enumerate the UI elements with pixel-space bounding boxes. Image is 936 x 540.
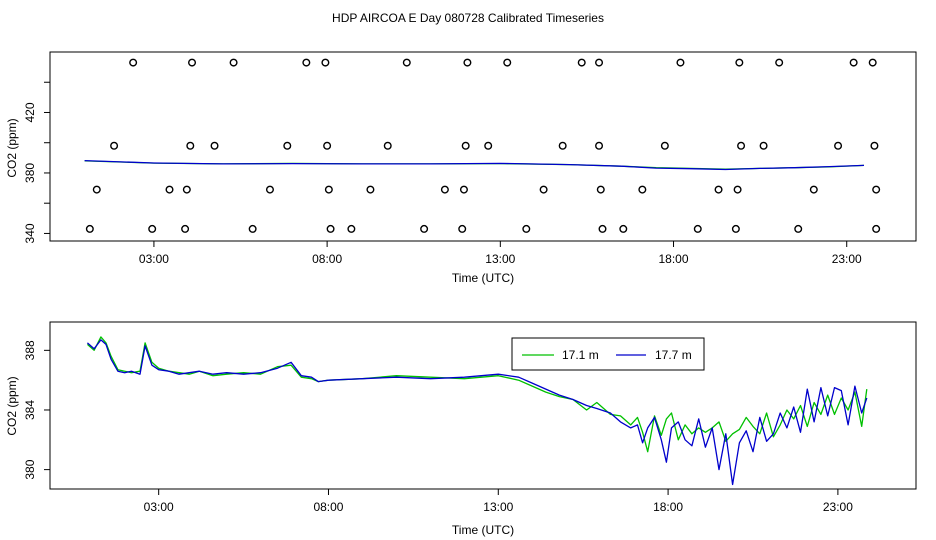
marker-point	[733, 185, 742, 194]
marker-point	[459, 185, 468, 194]
y-tick-label: 384	[23, 400, 37, 420]
marker-point	[347, 224, 356, 233]
series-line-17-1-m	[84, 160, 865, 170]
legend-box	[511, 337, 705, 371]
marker-point	[868, 58, 877, 67]
bottom-panel-axis-ticks: 03:00 08:00 13:00 18:00 23:00 380 384 388	[23, 340, 853, 514]
marker-point	[463, 58, 472, 67]
marker-point	[872, 185, 881, 194]
marker-point	[85, 224, 94, 233]
marker-point	[229, 58, 238, 67]
top-panel-axis-ticks: 03:00 08:00 13:00 18:00 23:00 340 380 420	[23, 81, 862, 266]
marker-point	[737, 141, 746, 150]
marker-point	[129, 58, 138, 67]
bottom-panel-ylabel: CO2 (ppm)	[5, 376, 19, 435]
top-panel-ylabel: CO2 (ppm)	[5, 118, 19, 177]
y-tick-label: 340	[23, 223, 37, 243]
marker-point	[809, 185, 818, 194]
y-tick-label: 380	[23, 163, 37, 183]
marker-point	[92, 185, 101, 194]
x-tick-label: 18:00	[659, 252, 689, 266]
marker-point	[660, 141, 669, 150]
marker-point	[849, 58, 858, 67]
marker-point	[759, 141, 768, 150]
marker-point	[265, 185, 274, 194]
marker-point	[731, 224, 740, 233]
marker-point	[484, 141, 493, 150]
marker-point	[693, 224, 702, 233]
x-tick-label: 03:00	[139, 252, 169, 266]
marker-point	[248, 224, 257, 233]
marker-point	[619, 224, 628, 233]
top-panel-series	[84, 159, 865, 171]
legend-label-17-7: 17.7 m	[655, 348, 692, 362]
marker-point	[522, 224, 531, 233]
x-tick-label: 03:00	[144, 500, 174, 514]
marker-point	[302, 58, 311, 67]
marker-point	[148, 224, 157, 233]
marker-point	[366, 185, 375, 194]
marker-point	[186, 141, 195, 150]
top-panel-frame	[49, 51, 917, 242]
x-tick-label: 23:00	[823, 500, 853, 514]
marker-point	[321, 58, 330, 67]
marker-point	[539, 185, 548, 194]
marker-point	[503, 58, 512, 67]
x-tick-label: 08:00	[312, 252, 342, 266]
marker-point	[383, 141, 392, 150]
bottom-panel-xlabel: Time (UTC)	[452, 523, 514, 537]
marker-point	[188, 58, 197, 67]
top-panel-xlabel: Time (UTC)	[452, 271, 514, 285]
x-tick-label: 13:00	[483, 500, 513, 514]
marker-point	[458, 224, 467, 233]
x-tick-label: 18:00	[653, 500, 683, 514]
top-panel-markers	[85, 58, 881, 233]
y-tick-label: 420	[23, 102, 37, 122]
marker-point	[283, 141, 292, 150]
marker-point	[775, 58, 784, 67]
marker-point	[110, 141, 119, 150]
y-tick-label: 388	[23, 340, 37, 360]
y-tick-label: 380	[23, 459, 37, 479]
marker-point	[165, 185, 174, 194]
marker-point	[420, 224, 429, 233]
marker-point	[834, 141, 843, 150]
marker-point	[870, 141, 879, 150]
marker-point	[638, 185, 647, 194]
marker-point	[461, 141, 470, 150]
series-line-17-7-m	[84, 159, 865, 171]
marker-point	[794, 224, 803, 233]
marker-point	[210, 141, 219, 150]
legend-label-17-1: 17.1 m	[562, 348, 599, 362]
marker-point	[577, 58, 586, 67]
series-line-17-7-m	[86, 339, 868, 486]
bottom-panel: 03:00 08:00 13:00 18:00 23:00 380 384 388 Time …	[5, 321, 917, 537]
marker-point	[181, 224, 190, 233]
x-tick-label: 13:00	[485, 252, 515, 266]
chart-title: HDP AIRCOA E Day 080728 Calibrated Times…	[332, 11, 604, 25]
marker-point	[735, 58, 744, 67]
marker-point	[323, 141, 332, 150]
marker-point	[676, 58, 685, 67]
marker-point	[714, 185, 723, 194]
top-panel: 03:00 08:00 13:00 18:00 23:00 340 380 420 Time …	[5, 51, 917, 285]
marker-point	[872, 224, 881, 233]
marker-point	[402, 58, 411, 67]
marker-point	[324, 185, 333, 194]
marker-point	[595, 141, 604, 150]
marker-point	[326, 224, 335, 233]
bottom-panel-series	[86, 336, 868, 486]
marker-point	[182, 185, 191, 194]
marker-point	[595, 58, 604, 67]
legend: 17.1 m 17.7 m	[511, 337, 705, 371]
x-tick-label: 08:00	[313, 500, 343, 514]
marker-point	[598, 224, 607, 233]
marker-point	[596, 185, 605, 194]
marker-point	[558, 141, 567, 150]
marker-point	[440, 185, 449, 194]
series-line-17-1-m	[86, 336, 868, 453]
x-tick-label: 23:00	[832, 252, 862, 266]
bottom-panel-frame	[49, 321, 917, 490]
